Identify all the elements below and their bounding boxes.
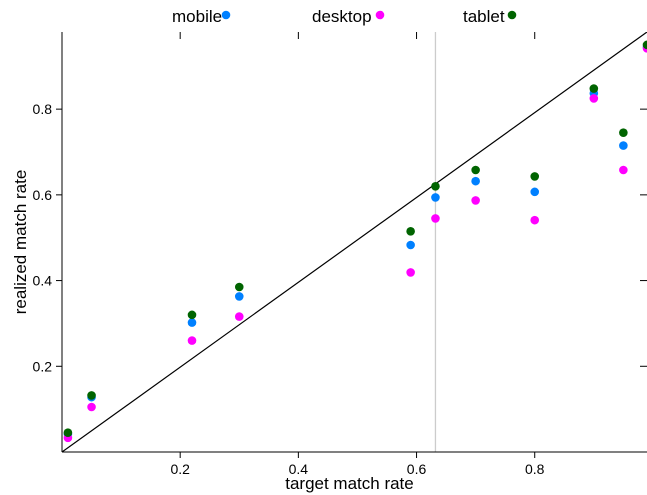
data-point-tablet — [619, 128, 628, 138]
series-mobile — [63, 42, 647, 439]
data-point-mobile — [431, 193, 440, 202]
x-tick-label: 0.6 — [407, 461, 427, 477]
data-point-desktop — [619, 165, 628, 175]
plot-area — [62, 32, 647, 452]
data-point-tablet — [530, 172, 540, 181]
data-point-mobile — [471, 176, 480, 186]
x-tick-label: 0.8 — [525, 461, 545, 477]
data-point-tablet — [63, 428, 73, 438]
legend: mobile desktop tablet — [172, 7, 517, 26]
data-point-desktop — [234, 312, 244, 321]
legend-marker-mobile — [221, 10, 231, 20]
data-point-mobile — [619, 141, 628, 150]
data-point-tablet — [589, 84, 599, 93]
data-point-mobile — [530, 187, 540, 197]
data-point-tablet — [406, 226, 415, 236]
y-tick-label: 0.8 — [33, 101, 53, 117]
data-point-mobile — [406, 240, 415, 250]
x-tick-label: 0.2 — [170, 461, 190, 477]
y-tick-label: 0.6 — [33, 187, 53, 203]
legend-label-mobile: mobile — [172, 7, 222, 26]
data-point-tablet — [431, 181, 440, 191]
data-point-desktop — [530, 215, 540, 225]
data-point-tablet — [471, 165, 480, 175]
legend-marker-desktop — [375, 10, 385, 20]
data-point-tablet — [87, 391, 96, 400]
legend-marker-tablet — [507, 10, 517, 20]
series-tablet — [63, 40, 647, 438]
data-point-tablet — [234, 282, 244, 292]
data-point-desktop — [87, 402, 96, 412]
data-point-desktop — [187, 336, 197, 345]
y-tick-label: 0.4 — [33, 273, 53, 289]
data-point-tablet — [642, 40, 647, 50]
diagonal-reference-line — [62, 32, 647, 452]
legend-label-desktop: desktop — [312, 7, 372, 26]
y-tick-label: 0.2 — [33, 358, 53, 374]
data-point-desktop — [406, 268, 415, 277]
data-point-desktop — [431, 214, 440, 223]
legend-label-tablet: tablet — [463, 7, 505, 26]
data-point-desktop — [589, 94, 599, 103]
data-point-tablet — [187, 310, 197, 320]
data-point-desktop — [471, 196, 480, 205]
data-point-mobile — [234, 292, 244, 301]
x-axis-title: target match rate — [285, 474, 414, 493]
series-desktop — [63, 43, 647, 443]
x-tick-label: 0.4 — [289, 461, 309, 477]
data-point-mobile — [187, 318, 197, 327]
axes: 0.2 0.4 0.6 0.8 0.2 0.4 0.6 0.8 — [33, 32, 647, 477]
y-axis-title: realized match rate — [11, 170, 30, 315]
